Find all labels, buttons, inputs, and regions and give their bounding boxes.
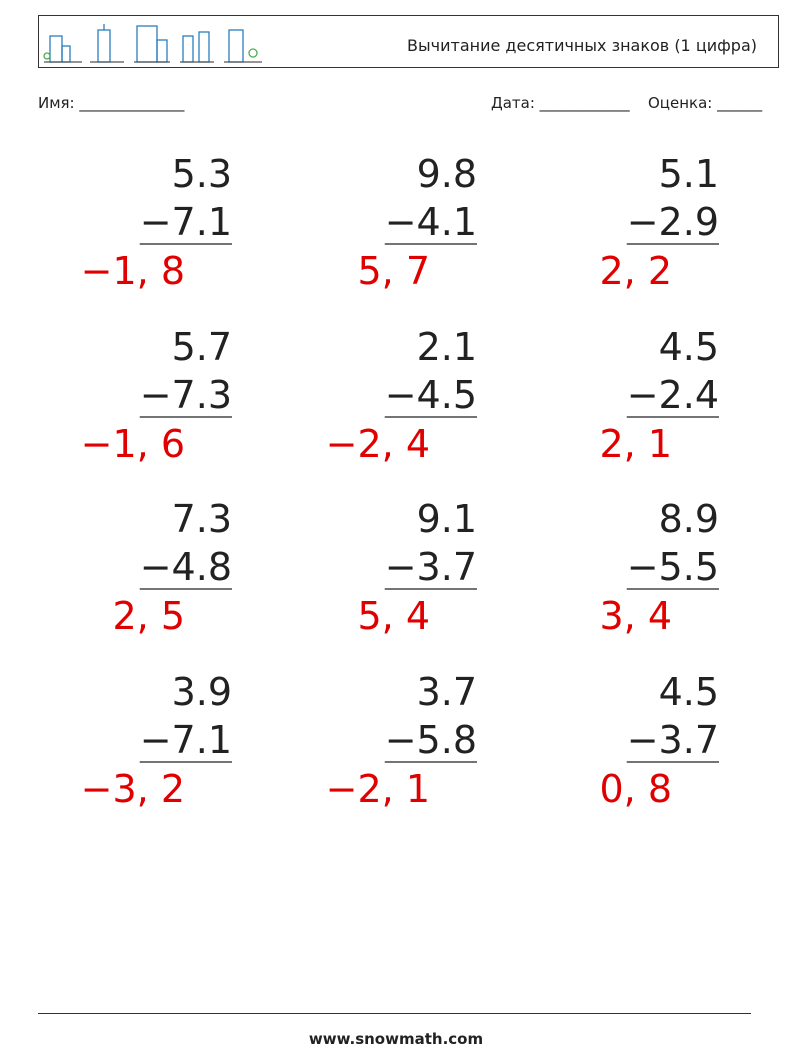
bottom-number: −2.4 bbox=[627, 373, 719, 417]
answer: 2, 1 bbox=[599, 422, 672, 466]
top-number: 5.7 bbox=[172, 325, 232, 369]
bottom-number: −2.9 bbox=[627, 200, 719, 244]
bottom-number: −7.1 bbox=[140, 718, 232, 762]
top-number: 7.3 bbox=[172, 497, 232, 541]
bottom-number: −4.5 bbox=[385, 373, 477, 417]
bottom-number: −3.7 bbox=[627, 718, 719, 762]
bottom-number: −5.5 bbox=[627, 545, 719, 589]
title: Вычитание десятичных знаков (1 цифра) bbox=[407, 36, 757, 55]
bottom-number: −7.1 bbox=[140, 200, 232, 244]
answer: −3, 2 bbox=[81, 767, 185, 811]
answer: 0, 8 bbox=[599, 767, 672, 811]
top-number: 9.8 bbox=[417, 152, 477, 196]
answer: 5, 4 bbox=[357, 594, 430, 638]
bottom-number: −7.3 bbox=[140, 373, 232, 417]
answer: −2, 4 bbox=[326, 422, 430, 466]
top-number: 3.7 bbox=[417, 670, 477, 714]
top-number: 4.5 bbox=[659, 670, 719, 714]
bottom-number: −4.8 bbox=[140, 545, 232, 589]
answer: −1, 6 bbox=[81, 422, 185, 466]
footer-url: www.snowmath.com bbox=[309, 1030, 483, 1048]
answer: −1, 8 bbox=[81, 249, 185, 293]
top-number: 3.9 bbox=[172, 670, 232, 714]
date-field: Дата: ____________ bbox=[491, 94, 630, 113]
grade-field: Оценка: ______ bbox=[648, 94, 763, 113]
bottom-number: −4.1 bbox=[385, 200, 477, 244]
top-number: 2.1 bbox=[417, 325, 477, 369]
top-number: 8.9 bbox=[659, 497, 719, 541]
name-field: Имя: ______________ bbox=[38, 94, 185, 113]
header-box bbox=[38, 15, 779, 68]
bottom-number: −3.7 bbox=[385, 545, 477, 589]
top-number: 4.5 bbox=[659, 325, 719, 369]
answer: 5, 7 bbox=[357, 249, 430, 293]
answer: 3, 4 bbox=[599, 594, 672, 638]
top-number: 5.3 bbox=[172, 152, 232, 196]
top-number: 9.1 bbox=[417, 497, 477, 541]
bottom-number: −5.8 bbox=[385, 718, 477, 762]
answer: 2, 5 bbox=[112, 594, 185, 638]
top-number: 5.1 bbox=[659, 152, 719, 196]
answer: −2, 1 bbox=[326, 767, 430, 811]
header-icons bbox=[43, 24, 262, 63]
answer: 2, 2 bbox=[599, 249, 672, 293]
